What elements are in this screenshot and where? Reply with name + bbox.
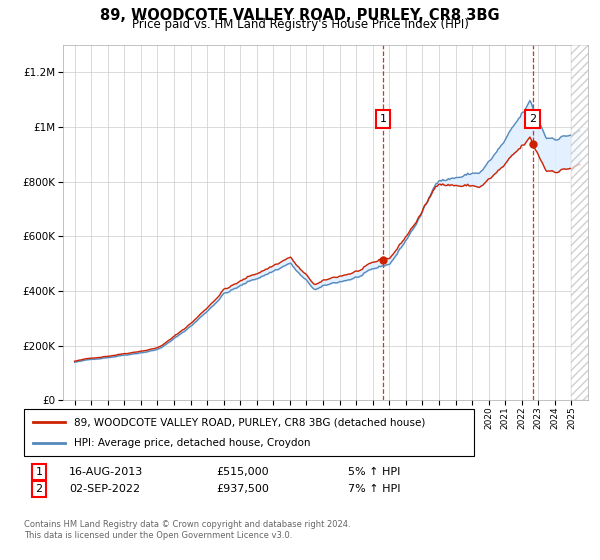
Text: 2: 2 bbox=[529, 114, 536, 124]
Text: HPI: Average price, detached house, Croydon: HPI: Average price, detached house, Croy… bbox=[74, 438, 310, 448]
FancyBboxPatch shape bbox=[24, 409, 474, 456]
Text: 89, WOODCOTE VALLEY ROAD, PURLEY, CR8 3BG (detached house): 89, WOODCOTE VALLEY ROAD, PURLEY, CR8 3B… bbox=[74, 417, 425, 427]
Text: Price paid vs. HM Land Registry's House Price Index (HPI): Price paid vs. HM Land Registry's House … bbox=[131, 18, 469, 31]
Text: 16-AUG-2013: 16-AUG-2013 bbox=[69, 467, 143, 477]
Text: 7% ↑ HPI: 7% ↑ HPI bbox=[348, 484, 401, 494]
Text: £515,000: £515,000 bbox=[216, 467, 269, 477]
Text: 1: 1 bbox=[35, 467, 43, 477]
Text: £937,500: £937,500 bbox=[216, 484, 269, 494]
Text: 5% ↑ HPI: 5% ↑ HPI bbox=[348, 467, 400, 477]
Text: 02-SEP-2022: 02-SEP-2022 bbox=[69, 484, 140, 494]
Text: Contains HM Land Registry data © Crown copyright and database right 2024.: Contains HM Land Registry data © Crown c… bbox=[24, 520, 350, 529]
Text: 89, WOODCOTE VALLEY ROAD, PURLEY, CR8 3BG: 89, WOODCOTE VALLEY ROAD, PURLEY, CR8 3B… bbox=[100, 8, 500, 24]
Text: 1: 1 bbox=[379, 114, 386, 124]
Text: This data is licensed under the Open Government Licence v3.0.: This data is licensed under the Open Gov… bbox=[24, 531, 292, 540]
Text: 2: 2 bbox=[35, 484, 43, 494]
